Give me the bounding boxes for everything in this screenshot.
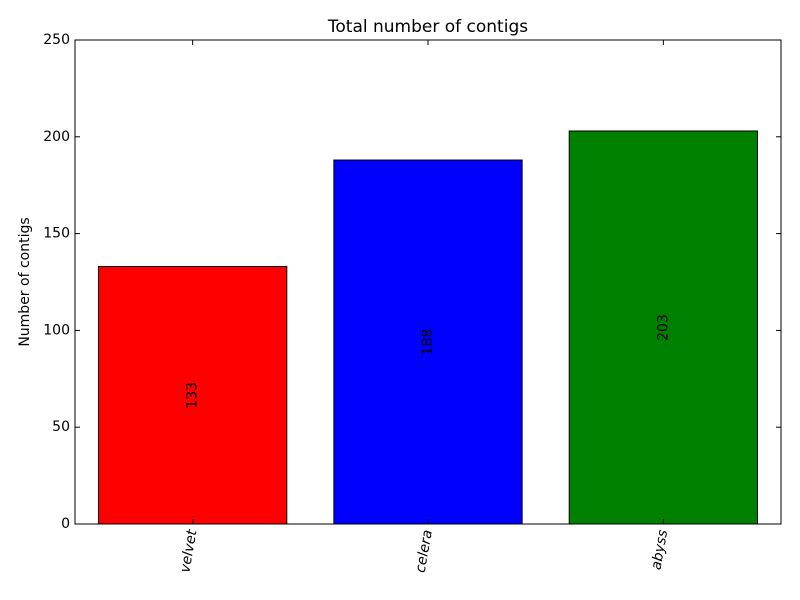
bars-layer: 133 188 203 [98, 130, 758, 525]
chart-title: Total number of contigs [327, 17, 528, 37]
y-tick-label: 100 [43, 322, 70, 338]
bar-value-label: 203 [655, 314, 671, 341]
y-tick-label: 50 [52, 419, 70, 435]
y-tick-label: 200 [43, 129, 70, 145]
x-tick-label: abyss [648, 529, 671, 572]
x-tick-label: velvet [177, 528, 200, 574]
y-tick-label: 250 [43, 32, 70, 48]
y-axis-title: Number of contigs [17, 217, 33, 346]
y-tick-label: 0 [61, 516, 70, 532]
x-tick-label: celera [413, 529, 436, 574]
bar-value-label: 133 [185, 382, 201, 409]
y-tick-label: 150 [43, 226, 70, 242]
bar-value-label: 188 [420, 329, 436, 356]
bar-abyss [568, 130, 758, 525]
bar-velvet [98, 266, 288, 525]
ticks-layer: velvet celera abyss 0 50 100 150 200 250 [43, 32, 781, 574]
plot-frame [74, 39, 782, 525]
bar-celera [333, 159, 523, 525]
